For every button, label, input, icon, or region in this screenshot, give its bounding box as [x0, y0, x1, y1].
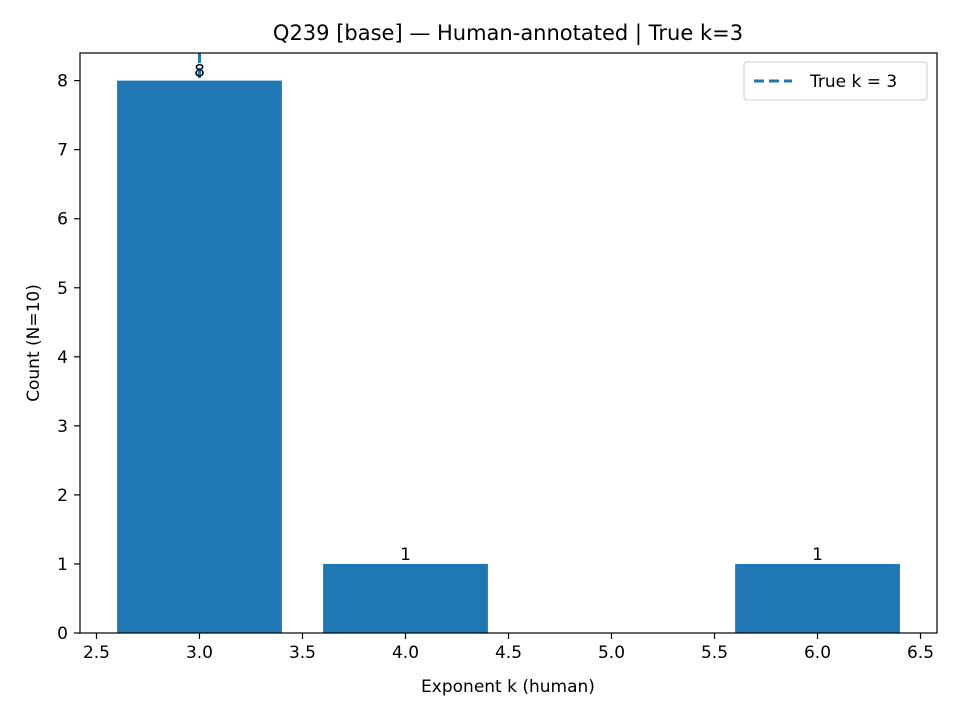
bar: [735, 563, 900, 633]
data-label: 8: [194, 62, 205, 82]
y-tick-label: 1: [57, 555, 68, 575]
y-tick-label: 6: [57, 210, 68, 230]
y-tick-label: 2: [57, 486, 68, 506]
y-tick-label: 8: [57, 72, 68, 92]
x-tick-label: 3.5: [289, 643, 316, 663]
data-label: 1: [400, 545, 411, 565]
x-tick-label: 2.5: [83, 643, 110, 663]
data-label: 1: [812, 545, 823, 565]
legend-box: [743, 61, 928, 101]
x-tick-label: 3.0: [186, 643, 213, 663]
x-axis-label: Exponent k (human): [421, 677, 595, 697]
chart-title: Q239 [base] — Human-annotated | True k=3: [273, 21, 743, 46]
y-tick-label: 7: [57, 141, 68, 161]
x-tick-label: 5.5: [701, 643, 728, 663]
x-tick-label: 4.0: [392, 643, 419, 663]
y-axis-label: Count (N=10): [24, 284, 44, 402]
y-tick-label: 4: [57, 348, 68, 368]
x-tick-label: 6.5: [907, 643, 934, 663]
x-tick-label: 4.5: [495, 643, 522, 663]
x-tick-label: 5.0: [598, 643, 625, 663]
plot-area: 8 1 1 2.5 3.0 3.5 4.0 4.5 5.0 5.5 6.0 6.5 0 1 2 3 4 5 6 7 8: [57, 52, 938, 663]
legend: True k = 3: [743, 61, 928, 101]
y-tick-label: 5: [57, 279, 68, 299]
legend-entry-label: True k = 3: [809, 72, 897, 92]
x-tick-label: 6.0: [804, 643, 831, 663]
bar: [323, 563, 488, 633]
y-tick-label: 3: [57, 417, 68, 437]
y-tick-label: 0: [57, 624, 68, 644]
